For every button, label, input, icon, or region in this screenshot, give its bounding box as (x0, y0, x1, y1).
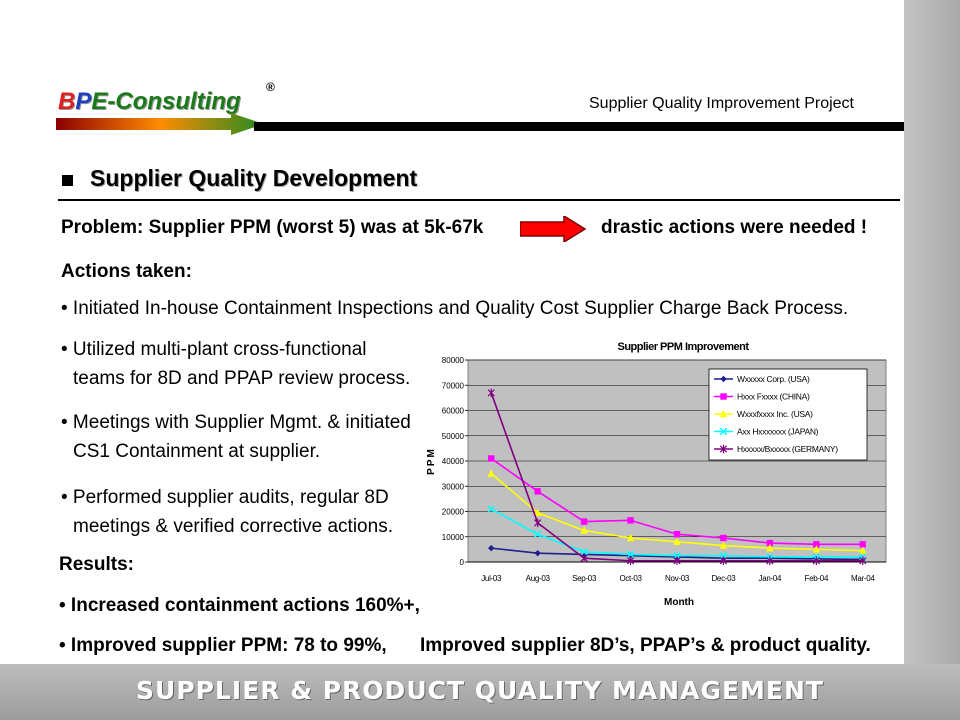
legend-label: Hxxxxx/Bxxxxx (GERMANY) (737, 444, 838, 454)
section-title: Supplier Quality Development (90, 165, 418, 191)
result-item: • Improved supplier PPM: 78 to 99%, (59, 635, 387, 656)
data-point (719, 444, 728, 454)
x-tick-label: Mar-04 (851, 574, 875, 583)
legend-entry: Axx Hxxxxxxx (JAPAN) (714, 427, 819, 437)
x-axis-label: Month (664, 597, 694, 608)
data-point (627, 517, 634, 524)
x-tick-label: Jan-04 (759, 574, 783, 583)
y-tick-label: 20000 (442, 508, 465, 517)
section-bullet-icon (62, 175, 73, 186)
data-point (580, 548, 588, 556)
y-tick-label: 60000 (442, 407, 465, 416)
logo: BPE-Consulting (58, 88, 241, 115)
data-point (487, 469, 495, 477)
data-point (534, 518, 542, 528)
data-point (813, 541, 820, 548)
x-tick-label: Oct-03 (619, 574, 642, 583)
data-point (534, 488, 541, 495)
data-point (580, 526, 588, 534)
legend-entry: Wxxxxx Corp. (USA) (714, 374, 810, 384)
y-tick-label: 30000 (442, 482, 465, 491)
data-point (766, 539, 774, 547)
legend-label: Wxxxfxxxx Inc. (USA) (737, 409, 813, 419)
data-point (859, 556, 867, 565)
y-tick-label: 70000 (442, 381, 465, 390)
action-item: meetings & verified corrective actions. (73, 516, 393, 537)
y-tick-label: 50000 (442, 432, 465, 441)
right-side-band (904, 0, 960, 664)
header-rule (254, 122, 904, 131)
y-tick-label: 10000 (442, 533, 465, 542)
series-5 (487, 388, 867, 565)
data-point (719, 409, 728, 418)
action-item: • Meetings with Supplier Mgmt. & initiat… (61, 412, 411, 433)
data-point (488, 455, 495, 462)
legend-entry: Wxxxfxxxx Inc. (USA) (714, 409, 813, 419)
footer-title: SUPPLIER & PRODUCT QUALITY MANAGEMENT (136, 676, 824, 705)
action-item: • Initiated In-house Containment Inspect… (61, 298, 849, 319)
data-point (673, 556, 681, 565)
footer-band (0, 664, 960, 720)
section-rule (58, 199, 900, 201)
chart-title: Supplier PPM Improvement (617, 341, 749, 353)
problem-text: Problem: Supplier PPM (worst 5) was at 5… (61, 217, 484, 238)
data-point (812, 556, 820, 565)
actions-heading: Actions taken: (61, 261, 192, 282)
result-item: Improved supplier 8D’s, PPAP’s & product… (420, 635, 871, 656)
x-tick-label: Aug-03 (526, 574, 551, 583)
registered-mark: ® (266, 80, 275, 94)
data-point (720, 393, 727, 400)
legend-label: Hxxx Fxxxx (CHINA) (737, 392, 810, 402)
data-point (580, 518, 588, 525)
data-point (626, 533, 635, 542)
legend-entry: Hxxx Fxxxx (CHINA) (714, 392, 810, 402)
data-point (719, 427, 728, 436)
results-heading: Results: (59, 554, 134, 575)
y-axis-label: PPM (426, 447, 437, 475)
y-tick-label: 0 (460, 558, 465, 567)
red-arrow-icon (520, 216, 586, 242)
data-point (533, 530, 542, 538)
data-point (859, 546, 867, 554)
data-point (487, 505, 495, 513)
data-point (626, 550, 635, 559)
data-point (487, 388, 495, 398)
project-title: Supplier Quality Improvement Project (589, 95, 854, 112)
data-point (720, 534, 727, 542)
action-item: CS1 Containment at supplier. (73, 441, 321, 462)
data-point (719, 556, 728, 565)
action-item: • Utilized multi-plant cross-functional (61, 339, 367, 360)
data-point (859, 541, 866, 548)
data-point (533, 508, 542, 516)
x-tick-label: Feb-04 (805, 574, 829, 583)
series-3 (487, 469, 867, 554)
legend-label: Wxxxxx Corp. (USA) (737, 374, 810, 384)
data-point (766, 543, 774, 552)
data-point (673, 531, 681, 538)
data-point (812, 545, 821, 553)
action-item: teams for 8D and PPAP review process. (73, 368, 411, 389)
problem-conclusion: drastic actions were needed ! (601, 217, 868, 238)
y-tick-label: 40000 (442, 457, 465, 466)
data-point (580, 554, 588, 563)
result-item: • Increased containment actions 160%+, (59, 595, 420, 616)
y-tick-label: 80000 (442, 356, 465, 365)
action-item: • Performed supplier audits, regular 8D (61, 487, 389, 508)
chart-legend: Wxxxxx Corp. (USA) Hxxx Fxxxx (CHINA) Wxxx… (708, 368, 868, 461)
x-tick-label: Nov-03 (665, 574, 690, 583)
data-point (673, 537, 681, 545)
data-point (766, 556, 774, 565)
ppm-chart: Supplier PPM Improvement 0 10000 20000 3000… (426, 341, 887, 608)
series-2 (488, 455, 866, 548)
logo-arrow-icon (56, 113, 264, 135)
data-point (720, 375, 727, 383)
legend-entry: Hxxxxx/Bxxxxx (GERMANY) (714, 444, 839, 454)
data-point (626, 556, 635, 565)
x-tick-label: Dec-03 (711, 574, 736, 583)
legend-label: Axx Hxxxxxxx (JAPAN) (737, 427, 819, 437)
x-tick-label: Sep-03 (572, 574, 597, 583)
x-tick-label: Jul-03 (481, 574, 502, 583)
data-point (719, 541, 728, 549)
